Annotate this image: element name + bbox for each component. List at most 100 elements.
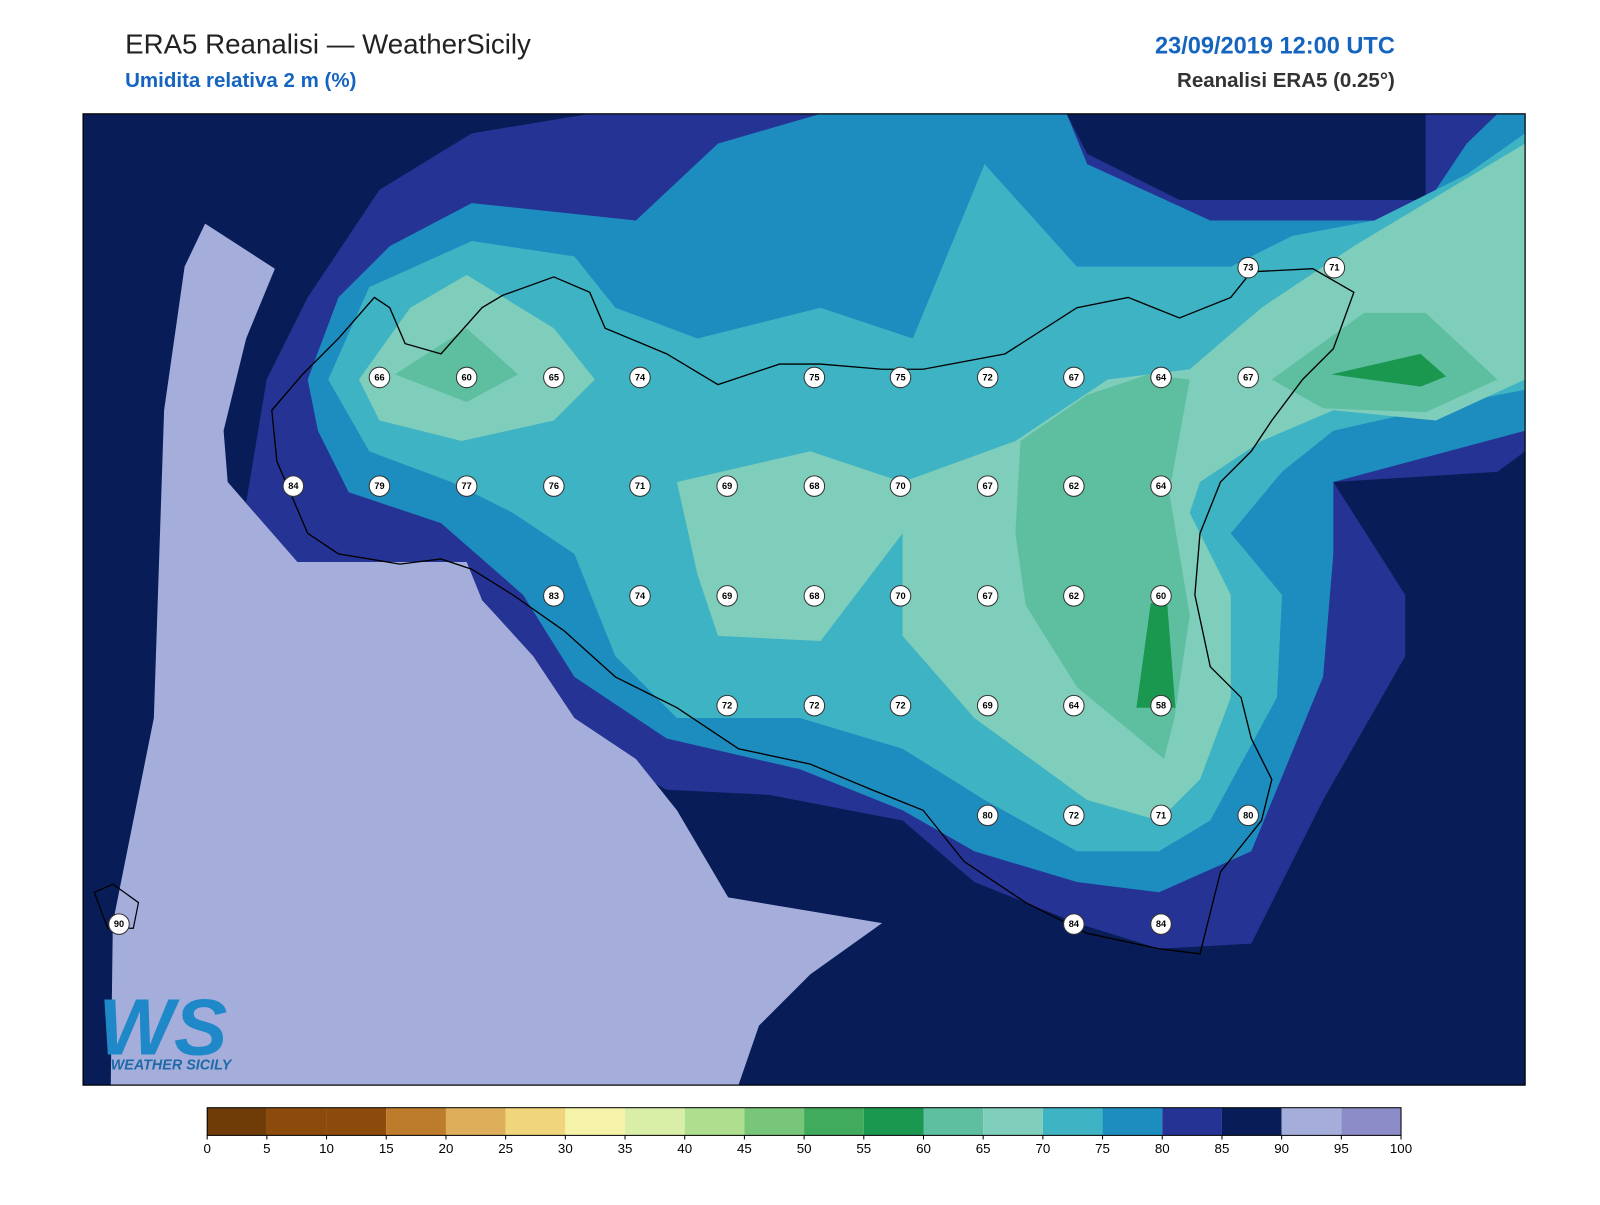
- colorbar-segment: [386, 1107, 446, 1136]
- station-marker: [1063, 804, 1085, 827]
- station-marker: [716, 694, 738, 717]
- colorbar-tick-label: 55: [856, 1141, 871, 1156]
- station-value: 62: [1069, 591, 1079, 601]
- station-value: 67: [983, 591, 993, 601]
- colorbar-tick-label: 25: [498, 1141, 513, 1156]
- station-value: 80: [1243, 810, 1253, 820]
- station-marker: [716, 475, 738, 497]
- station-value: 67: [1243, 372, 1253, 382]
- station-marker: [1150, 913, 1172, 935]
- logo-mark: WS: [98, 982, 227, 1071]
- colorbar-segment: [326, 1107, 387, 1136]
- colorbar-segment: [983, 1107, 1043, 1136]
- station-marker: [108, 913, 130, 935]
- station-value: 58: [1156, 701, 1166, 711]
- station-marker: [1063, 913, 1085, 935]
- station-marker: [889, 585, 912, 607]
- station-marker: [1150, 585, 1172, 607]
- station-marker: [1237, 804, 1259, 827]
- station-marker: [976, 475, 999, 497]
- station-value: 84: [1156, 919, 1167, 929]
- station-value: 79: [374, 481, 384, 491]
- station-marker: [1150, 475, 1172, 497]
- colorbar-tick-label: 95: [1334, 1141, 1349, 1156]
- station-value: 72: [983, 372, 993, 382]
- station-value: 64: [1156, 372, 1167, 382]
- colorbar-segment: [1221, 1107, 1282, 1136]
- station-marker: [1063, 366, 1085, 389]
- colorbar-tick-label: 30: [558, 1141, 573, 1156]
- station-marker: [368, 475, 391, 497]
- station-value: 64: [1069, 701, 1080, 711]
- station-marker: [1237, 256, 1259, 279]
- station-marker: [629, 585, 651, 607]
- station-value: 72: [722, 701, 732, 711]
- station-marker: [803, 475, 826, 497]
- map-frame: [82, 113, 1526, 1086]
- station-value: 74: [635, 591, 646, 601]
- station-marker: [543, 475, 565, 497]
- station-marker: [543, 366, 565, 389]
- colorbar-segment: [863, 1107, 924, 1136]
- station-value: 80: [983, 810, 993, 820]
- colorbar-segment: [1042, 1107, 1103, 1136]
- colorbar-tick-label: 100: [1390, 1141, 1412, 1156]
- field-65: [394, 328, 518, 403]
- station-value: 75: [895, 372, 905, 382]
- colorbar-tick-label: 20: [439, 1141, 454, 1156]
- station-value: 84: [1069, 919, 1080, 929]
- station-value: 69: [722, 591, 732, 601]
- station-value: 60: [1156, 591, 1166, 601]
- subtitle: Umidita relativa 2 m (%): [125, 69, 356, 92]
- colorbar-segment: [1281, 1107, 1342, 1136]
- station-value: 70: [895, 481, 905, 491]
- station-marker: [976, 366, 999, 389]
- station-value: 76: [549, 481, 559, 491]
- station-value: 71: [1329, 263, 1339, 273]
- colorbar-tick-label: 45: [737, 1141, 752, 1156]
- colorbar-tick-label: 15: [379, 1141, 394, 1156]
- colorbar-segment: [684, 1107, 745, 1136]
- field-95: [110, 223, 883, 1086]
- station-marker: [455, 366, 478, 389]
- coastline: [271, 268, 1355, 955]
- station-value: 68: [809, 591, 819, 601]
- station-marker: [803, 366, 826, 389]
- map: [83, 113, 1526, 1086]
- station-value: 67: [1069, 372, 1079, 382]
- station-marker: [368, 366, 391, 389]
- colorbar-tick-label: 70: [1035, 1141, 1050, 1156]
- station-marker: [455, 475, 478, 497]
- colorbar-tick-label: 80: [1155, 1141, 1170, 1156]
- station-value: 62: [1069, 481, 1079, 491]
- station-marker: [1063, 694, 1085, 717]
- source: Reanalisi ERA5 (0.25°): [1177, 69, 1395, 92]
- field-60: [1331, 353, 1447, 387]
- station-value: 67: [983, 481, 993, 491]
- station-marker: [1150, 804, 1172, 827]
- colorbar-segment: [804, 1107, 864, 1136]
- colorbar-tick-label: 0: [203, 1141, 210, 1156]
- station-value: 72: [809, 701, 819, 711]
- station-value: 77: [462, 481, 472, 491]
- station-marker: [1323, 256, 1346, 279]
- colorbar-tick-label: 60: [916, 1141, 931, 1156]
- station-marker: [1150, 694, 1172, 717]
- station-marker: [716, 585, 738, 607]
- station-marker: [976, 585, 999, 607]
- station-marker: [976, 804, 999, 827]
- colorbar-segment: [445, 1107, 506, 1136]
- station-value: 66: [374, 372, 384, 382]
- station-value: 72: [895, 701, 905, 711]
- station-value: 68: [809, 481, 819, 491]
- station-value: 72: [1069, 810, 1079, 820]
- station-value: 73: [1243, 263, 1253, 273]
- colorbar-segment: [565, 1107, 626, 1136]
- colorbar-segment: [1102, 1107, 1163, 1136]
- colorbar-segment: [1162, 1107, 1222, 1136]
- colorbar-segment: [744, 1107, 805, 1136]
- station-value: 69: [983, 701, 993, 711]
- stations: 66 60 65 74 75 75 72 67 64 67 73 71 84 79 77 76 71 69 68 70…: [108, 256, 1346, 935]
